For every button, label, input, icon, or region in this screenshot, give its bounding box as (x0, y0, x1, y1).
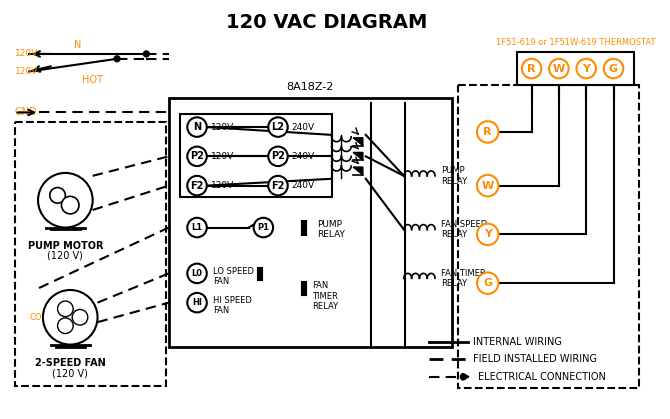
Text: (120 V): (120 V) (48, 251, 83, 261)
Circle shape (38, 173, 92, 228)
Text: Y: Y (582, 64, 590, 74)
Circle shape (576, 59, 596, 78)
Text: R: R (484, 127, 492, 137)
Bar (169, 98, 452, 347)
Text: 120V: 120V (210, 181, 234, 190)
Text: FIELD INSTALLED WIRING: FIELD INSTALLED WIRING (473, 354, 597, 364)
Text: FAN SPEED
RELAY: FAN SPEED RELAY (441, 220, 487, 239)
Circle shape (58, 301, 73, 317)
Circle shape (50, 188, 66, 203)
Text: PUMP
RELAY: PUMP RELAY (317, 220, 345, 239)
Text: HI SPEED
FAN: HI SPEED FAN (212, 296, 251, 315)
Text: FAN
TIMER
RELAY: FAN TIMER RELAY (312, 281, 338, 311)
Circle shape (477, 272, 498, 294)
Text: 240V: 240V (291, 152, 315, 161)
Bar (180, 114, 332, 197)
Text: ELECTRICAL CONNECTION: ELECTRICAL CONNECTION (478, 372, 606, 382)
Text: L0: L0 (192, 269, 202, 278)
Text: 120V: 120V (210, 152, 234, 161)
Circle shape (477, 121, 498, 143)
Text: 120 VAC DIAGRAM: 120 VAC DIAGRAM (226, 13, 427, 32)
Text: P2: P2 (190, 151, 204, 161)
Circle shape (268, 176, 287, 195)
Text: FAN TIMER
RELAY: FAN TIMER RELAY (441, 269, 486, 288)
Text: HI: HI (192, 298, 202, 307)
Circle shape (460, 374, 466, 380)
Text: P2: P2 (271, 151, 285, 161)
Text: G: G (609, 64, 618, 74)
Circle shape (254, 218, 273, 237)
Circle shape (114, 56, 120, 62)
Text: W: W (482, 181, 494, 191)
Text: (120 V): (120 V) (52, 368, 88, 378)
Text: G: G (483, 278, 492, 288)
Bar (458, 85, 639, 388)
Text: GND: GND (15, 107, 37, 117)
Text: Y: Y (484, 229, 492, 239)
Text: COM: COM (29, 313, 49, 322)
Text: 2-SPEED FAN: 2-SPEED FAN (35, 358, 106, 368)
Circle shape (604, 59, 623, 78)
Circle shape (72, 310, 88, 325)
Text: HOT: HOT (82, 75, 103, 85)
Text: W: W (553, 64, 565, 74)
Circle shape (188, 264, 207, 283)
Text: 1F51-619 or 1F51W-619 THERMOSTAT: 1F51-619 or 1F51W-619 THERMOSTAT (496, 38, 655, 47)
Text: 240V: 240V (291, 123, 315, 132)
Text: L1: L1 (192, 223, 202, 232)
Circle shape (143, 51, 149, 57)
Circle shape (477, 224, 498, 245)
Circle shape (62, 197, 79, 214)
Circle shape (268, 147, 287, 166)
Text: INTERNAL WIRING: INTERNAL WIRING (473, 337, 562, 347)
Circle shape (268, 117, 287, 137)
Text: R: R (527, 64, 536, 74)
Text: LO: LO (57, 308, 68, 317)
Circle shape (188, 117, 207, 137)
Polygon shape (353, 138, 363, 146)
Text: PUMP
RELAY: PUMP RELAY (441, 166, 467, 186)
Circle shape (188, 218, 207, 237)
Text: F2: F2 (271, 181, 285, 191)
Circle shape (58, 318, 73, 334)
Text: 120V: 120V (210, 123, 234, 132)
Text: 8A18Z-2: 8A18Z-2 (287, 82, 334, 92)
Polygon shape (353, 153, 363, 160)
Text: 120V: 120V (15, 67, 38, 76)
Circle shape (522, 59, 541, 78)
Bar (517, 52, 634, 85)
Text: P1: P1 (257, 223, 269, 232)
Circle shape (549, 59, 569, 78)
Text: 120V: 120V (15, 49, 38, 58)
Circle shape (188, 147, 207, 166)
Text: PUMP MOTOR: PUMP MOTOR (27, 241, 103, 251)
Circle shape (43, 290, 98, 344)
Text: N: N (74, 40, 82, 50)
Circle shape (188, 176, 207, 195)
Circle shape (188, 293, 207, 313)
Circle shape (477, 175, 498, 197)
Text: L2: L2 (271, 122, 285, 132)
Polygon shape (353, 167, 363, 175)
Text: N: N (193, 122, 201, 132)
Text: HI: HI (70, 321, 80, 330)
Text: LO SPEED
FAN: LO SPEED FAN (212, 266, 254, 286)
Text: F2: F2 (190, 181, 204, 191)
Bar (15, 122, 165, 385)
Text: 240V: 240V (291, 181, 315, 190)
